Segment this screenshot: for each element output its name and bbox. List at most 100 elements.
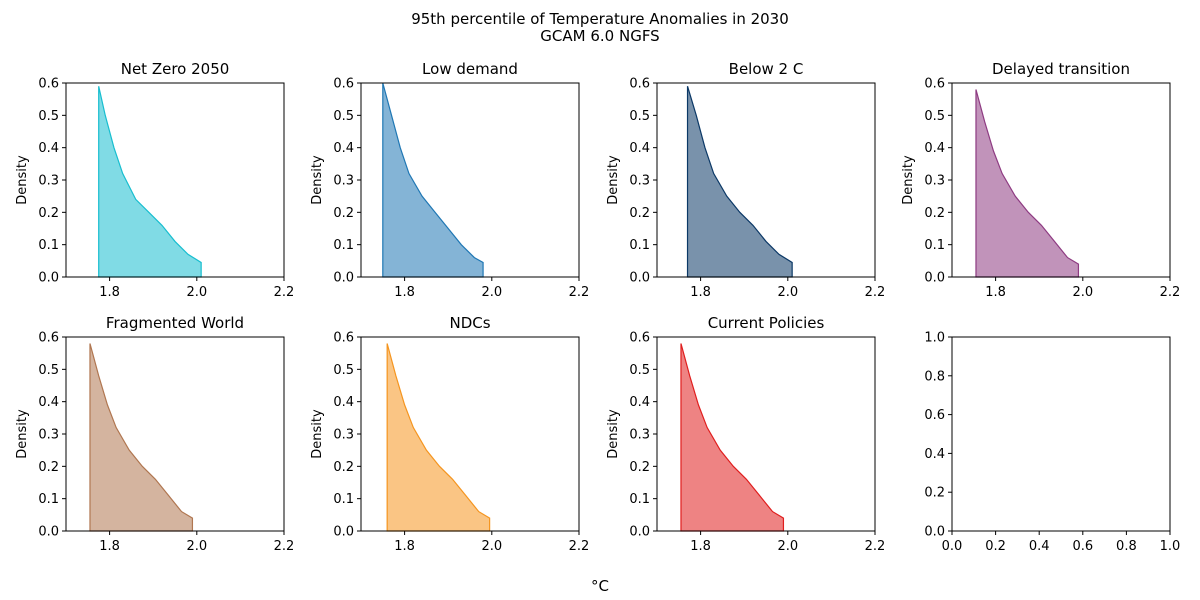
x-tick-label: 2.0: [481, 539, 502, 554]
y-tick-label: 0.2: [924, 486, 945, 501]
x-tick-label: 2.2: [569, 285, 590, 300]
y-axis-label: Density: [15, 409, 30, 459]
y-tick-label: 0.3: [629, 174, 650, 189]
x-tick-label: 1.0: [1160, 539, 1181, 554]
y-tick-label: 0.3: [38, 428, 59, 443]
x-tick-label: 2.2: [865, 285, 886, 300]
y-axis-label: Density: [310, 409, 325, 459]
x-tick-label: 2.0: [777, 539, 798, 554]
x-tick-label: 0.2: [985, 539, 1006, 554]
y-tick-label: 0.0: [924, 271, 945, 286]
y-axis-label: Density: [606, 155, 621, 205]
figure-title-line2: GCAM 6.0 NGFS: [540, 27, 659, 45]
y-tick-label: 0.3: [629, 428, 650, 443]
subplot-2: 0.0 0.1 0.2 0.3 0.4 0.5 0.6 1.8 2.0 2.2 Low demand…: [310, 60, 589, 300]
x-tick-label: 2.0: [481, 285, 502, 300]
x-tick-label: 1.8: [690, 285, 711, 300]
y-tick-label: 0.4: [333, 395, 354, 410]
density-area: [686, 86, 793, 278]
x-tick-label: 2.0: [1072, 285, 1093, 300]
x-tick-label: 1.8: [99, 539, 120, 554]
y-tick-label: 0.5: [333, 363, 354, 378]
y-tick-label: 0.4: [333, 141, 354, 156]
density-area: [680, 343, 785, 532]
y-tick-label: 0.0: [333, 525, 354, 540]
density-area: [386, 343, 491, 532]
density-area: [98, 86, 202, 278]
y-tick-label: 0.0: [629, 271, 650, 286]
x-tick-label: 0.0: [942, 539, 963, 554]
y-tick-label: 0.2: [333, 206, 354, 221]
subplot-title: NDCs: [449, 314, 490, 332]
subplot-1: 0.0 0.1 0.2 0.3 0.4 0.5 0.6 1.8 2.0 2.2 Net Zero 2…: [15, 60, 294, 300]
y-axis-label: Density: [901, 155, 916, 205]
x-tick-label: 2.2: [274, 285, 295, 300]
y-tick-label: 0.3: [38, 174, 59, 189]
y-tick-label: 0.3: [924, 174, 945, 189]
y-tick-label: 0.1: [924, 238, 945, 253]
y-tick-label: 1.0: [924, 331, 945, 346]
y-tick-label: 0.1: [333, 492, 354, 507]
y-tick-label: 0.4: [924, 447, 945, 462]
y-tick-label: 0.0: [38, 525, 59, 540]
figure-title-line1: 95th percentile of Temperature Anomalies…: [411, 10, 789, 28]
y-tick-label: 0.1: [629, 238, 650, 253]
y-axis-label: Density: [606, 409, 621, 459]
y-tick-label: 0.5: [629, 109, 650, 124]
density-area: [89, 343, 194, 532]
y-tick-label: 0.4: [629, 395, 650, 410]
y-tick-label: 0.6: [333, 331, 354, 346]
x-tick-label: 0.4: [1029, 539, 1050, 554]
axes-frame: [951, 336, 1171, 532]
y-tick-label: 0.3: [333, 174, 354, 189]
y-tick-label: 0.3: [333, 428, 354, 443]
x-tick-label: 1.8: [394, 539, 415, 554]
x-tick-label: 0.8: [1116, 539, 1137, 554]
y-tick-label: 0.6: [629, 331, 650, 346]
subplot-3: 0.0 0.1 0.2 0.3 0.4 0.5 0.6 1.8 2.0 2.2 Below 2 C D…: [606, 60, 885, 300]
y-tick-label: 0.2: [924, 206, 945, 221]
y-tick-label: 0.2: [38, 460, 59, 475]
y-tick-label: 0.4: [38, 395, 59, 410]
x-tick-label: 1.8: [394, 285, 415, 300]
y-tick-label: 0.6: [924, 77, 945, 92]
y-tick-label: 0.5: [38, 109, 59, 124]
y-tick-label: 0.4: [924, 141, 945, 156]
subplot-title: Net Zero 2050: [121, 60, 230, 78]
subplot-4: 0.0 0.1 0.2 0.3 0.4 0.5 0.6 1.8 2.0 2.2 Delayed tr…: [901, 60, 1180, 300]
y-tick-label: 0.6: [38, 77, 59, 92]
subplot-title: Delayed transition: [992, 60, 1130, 78]
y-tick-label: 0.0: [629, 525, 650, 540]
y-tick-label: 0.0: [38, 271, 59, 286]
y-tick-label: 0.4: [38, 141, 59, 156]
y-axis-label: Density: [310, 155, 325, 205]
subplot-title: Current Policies: [708, 314, 825, 332]
y-tick-label: 0.0: [333, 271, 354, 286]
y-tick-label: 0.6: [333, 77, 354, 92]
subplot-grid: 0.0 0.1 0.2 0.3 0.4 0.5 0.6 1.8 2.0 2.2 Net Zero 2…: [15, 60, 1180, 554]
x-tick-label: 2.2: [1160, 285, 1181, 300]
y-tick-label: 0.1: [333, 238, 354, 253]
x-tick-label: 1.8: [690, 539, 711, 554]
subplot-6: 0.0 0.1 0.2 0.3 0.4 0.5 0.6 1.8 2.0 2.2 NDCs Densit…: [310, 314, 589, 554]
subplot-8: 0.0 0.2 0.4 0.6 0.8 1.0 0.0 0.2 0.4 0.6 0.8 1.0: [924, 331, 1180, 555]
y-tick-label: 0.5: [629, 363, 650, 378]
y-tick-label: 0.1: [38, 492, 59, 507]
y-tick-label: 0.0: [924, 525, 945, 540]
x-tick-label: 0.6: [1072, 539, 1093, 554]
y-tick-label: 0.2: [629, 460, 650, 475]
density-area: [975, 89, 1080, 278]
x-tick-label: 2.2: [274, 539, 295, 554]
y-tick-label: 0.2: [333, 460, 354, 475]
y-tick-label: 0.6: [629, 77, 650, 92]
x-tick-label: 1.8: [99, 285, 120, 300]
y-tick-label: 0.1: [38, 238, 59, 253]
x-tick-label: 2.2: [865, 539, 886, 554]
x-tick-label: 1.8: [985, 285, 1006, 300]
subplot-title: Low demand: [422, 60, 518, 78]
x-tick-label: 2.0: [777, 285, 798, 300]
subplot-7: 0.0 0.1 0.2 0.3 0.4 0.5 0.6 1.8 2.0 2.2 Current Po…: [606, 314, 885, 554]
y-tick-label: 0.6: [38, 331, 59, 346]
y-tick-label: 0.2: [629, 206, 650, 221]
